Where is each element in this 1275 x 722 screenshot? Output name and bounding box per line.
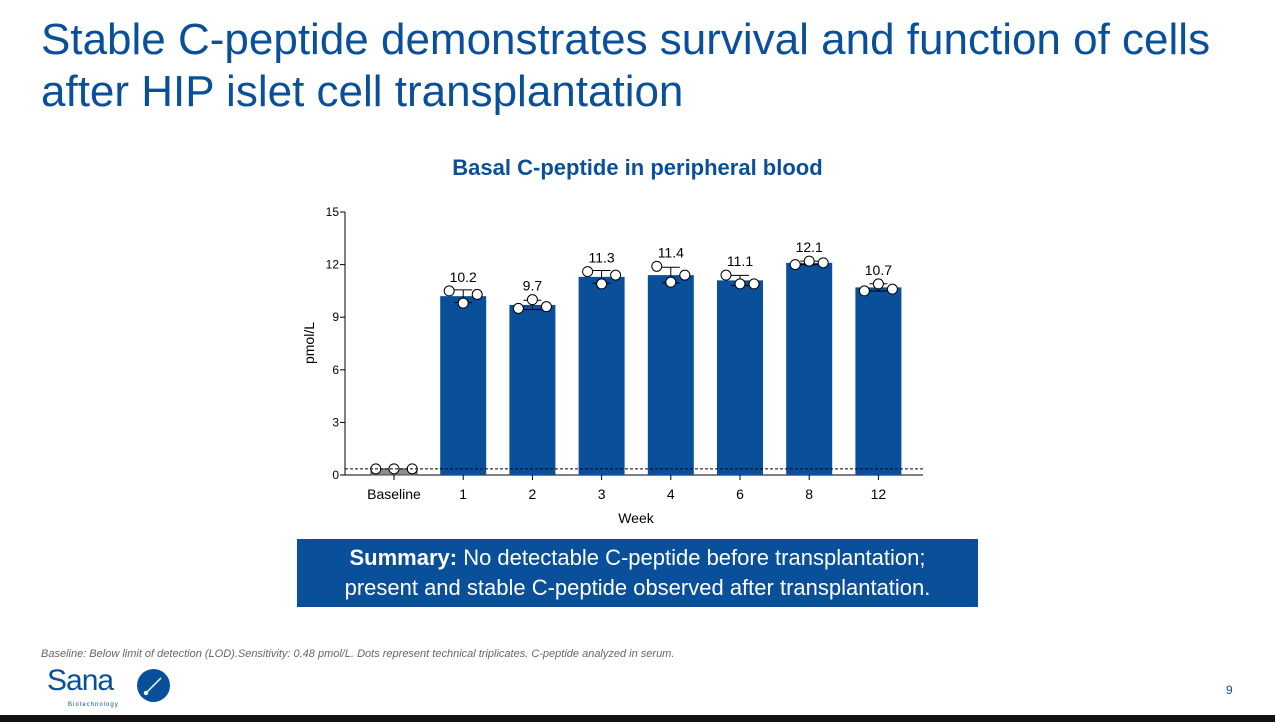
x-tick-label: Baseline bbox=[367, 486, 421, 502]
replicate-dot bbox=[471, 288, 483, 300]
replicate-dot bbox=[651, 260, 663, 272]
replicate-dot bbox=[858, 285, 870, 297]
x-tick-label: 1 bbox=[459, 486, 467, 502]
replicate-dot bbox=[610, 269, 622, 281]
chart-title: Basal C-peptide in peripheral blood bbox=[452, 155, 823, 180]
replicate-dot bbox=[582, 266, 594, 278]
replicate-dot bbox=[665, 276, 677, 288]
data-label: 10.2 bbox=[450, 269, 477, 285]
sana-logo: Sana Biotechnology bbox=[47, 666, 177, 712]
summary-line-2: present and stable C-peptide observed af… bbox=[344, 575, 931, 600]
replicate-dot bbox=[388, 463, 400, 475]
replicate-dot bbox=[596, 278, 608, 290]
x-tick-label: 12 bbox=[871, 486, 887, 502]
data-label: 11.1 bbox=[727, 253, 753, 269]
y-tick-label: 0 bbox=[332, 468, 339, 482]
bottom-bar bbox=[0, 715, 1275, 722]
bar-6 bbox=[717, 280, 763, 475]
y-tick-label: 3 bbox=[332, 415, 339, 429]
logo-subtitle: Biotechnology bbox=[68, 702, 119, 708]
logo-text: Sana bbox=[47, 664, 114, 697]
replicate-dot bbox=[886, 283, 898, 295]
y-tick-label: 12 bbox=[326, 258, 340, 272]
y-tick-label: 9 bbox=[332, 310, 339, 324]
data-label: 12.1 bbox=[796, 239, 823, 255]
replicate-dot bbox=[512, 302, 524, 314]
summary-line-1: No detectable C-peptide before transplan… bbox=[457, 545, 926, 570]
x-tick-label: 2 bbox=[529, 486, 537, 502]
data-label: 11.4 bbox=[658, 244, 684, 260]
bar-8 bbox=[786, 262, 833, 475]
replicate-dot bbox=[803, 255, 815, 267]
bar-2 bbox=[509, 304, 556, 475]
replicate-dot bbox=[526, 294, 538, 306]
replicate-dot bbox=[679, 269, 691, 281]
replicate-dot bbox=[817, 257, 829, 269]
replicate-dot bbox=[540, 301, 552, 313]
summary-label: Summary: bbox=[349, 545, 458, 570]
data-label: 11.3 bbox=[588, 250, 614, 266]
x-tick-label: 4 bbox=[667, 486, 675, 502]
footnote: Baseline: Below limit of detection (LOD)… bbox=[41, 648, 675, 660]
y-tick-label: 15 bbox=[326, 205, 340, 219]
x-tick-label: 3 bbox=[598, 486, 606, 502]
bar-3 bbox=[578, 276, 625, 475]
replicate-dot bbox=[872, 278, 884, 290]
x-tick-label: 8 bbox=[805, 486, 813, 502]
replicate-dot bbox=[789, 259, 801, 271]
replicate-dot bbox=[748, 278, 760, 290]
summary-row-1: Summary: No detectable C-peptide before … bbox=[297, 543, 978, 573]
bar-chart: pmol/L Week 0 3 6 9 12 15 Baseline 1 10.2 2 9.7 3 11… bbox=[301, 205, 923, 526]
bar-12 bbox=[855, 287, 902, 475]
page-number: 9 bbox=[1226, 683, 1233, 697]
replicate-dot bbox=[720, 269, 732, 281]
replicate-dot bbox=[734, 278, 746, 290]
replicate-dot bbox=[443, 285, 455, 297]
bar-4 bbox=[647, 275, 694, 475]
y-tick-label: 6 bbox=[332, 363, 339, 377]
data-label: 10.7 bbox=[865, 262, 892, 278]
data-label: 9.7 bbox=[523, 278, 543, 294]
bar-1 bbox=[440, 296, 487, 475]
summary-box: Summary: No detectable C-peptide before … bbox=[297, 539, 978, 607]
y-axis-label: pmol/L bbox=[301, 322, 317, 364]
x-axis-label: Week bbox=[618, 510, 655, 526]
logo-circle-icon bbox=[137, 669, 170, 702]
replicate-dot bbox=[457, 297, 469, 309]
slide-title: Stable C-peptide demonstrates survival a… bbox=[41, 15, 1211, 116]
x-tick-label: 6 bbox=[736, 486, 744, 502]
